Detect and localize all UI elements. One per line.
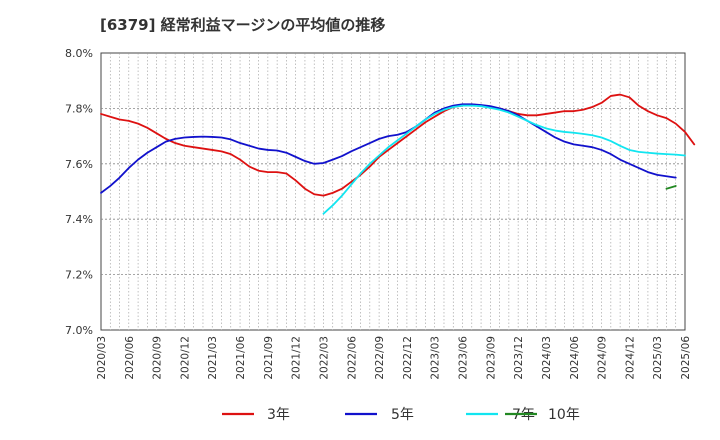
y-tick-label: 7.6% [65,158,93,171]
legend: 3年5年7年10年 [222,407,580,423]
x-tick-label: 2024/06 [569,336,581,380]
x-tick-label: 2023/12 [513,336,525,380]
x-tick-label: 2025/03 [652,336,664,380]
x-tick-label: 2020/09 [152,336,164,380]
x-tick-label: 2023/09 [485,336,497,380]
x-tick-label: 2025/06 [680,336,692,380]
x-tick-label: 2023/03 [430,336,442,380]
series-line-2 [100,103,677,194]
series-line-3 [322,104,686,215]
legend-label-2: 5年 [391,407,414,423]
y-tick-label: 8.0% [65,47,93,60]
x-tick-label: 2023/06 [458,336,470,380]
plot-area [100,52,686,331]
x-tick-label: 2020/12 [179,336,191,380]
legend-label-4: 10年 [548,407,580,423]
y-tick-label: 7.4% [65,213,93,226]
chart-title: [6379] 経常利益マージンの平均値の推移 [100,16,386,34]
x-tick-label: 2020/06 [124,336,136,380]
series-line-1 [100,93,696,197]
x-tick-label: 2020/03 [96,336,108,380]
x-tick-label: 2024/12 [624,336,636,380]
x-tick-label: 2022/03 [318,336,330,380]
x-tick-label: 2022/12 [402,336,414,380]
y-axis: 7.0% 7.2% 7.4% 7.6% 7.8% 8.0% [65,47,93,337]
series-layer [100,93,696,215]
y-tick-label: 7.8% [65,102,93,115]
x-tick-label: 2021/12 [291,336,303,380]
x-tick-label: 2021/03 [207,336,219,380]
y-tick-label: 7.0% [65,324,93,337]
x-tick-label: 2021/06 [235,336,247,380]
grid-layer [101,53,685,330]
x-tick-label: 2022/06 [346,336,358,380]
legend-label-1: 3年 [267,407,290,423]
x-tick-label: 2024/09 [597,336,609,380]
x-axis: 2020/03 2020/06 2020/09 2020/12 2021/03 2021/… [96,336,692,380]
y-tick-label: 7.2% [65,269,93,282]
x-tick-label: 2024/03 [541,336,553,380]
x-tick-label: 2021/09 [263,336,275,380]
series-line-4 [665,185,677,190]
x-tick-label: 2022/09 [374,336,386,380]
